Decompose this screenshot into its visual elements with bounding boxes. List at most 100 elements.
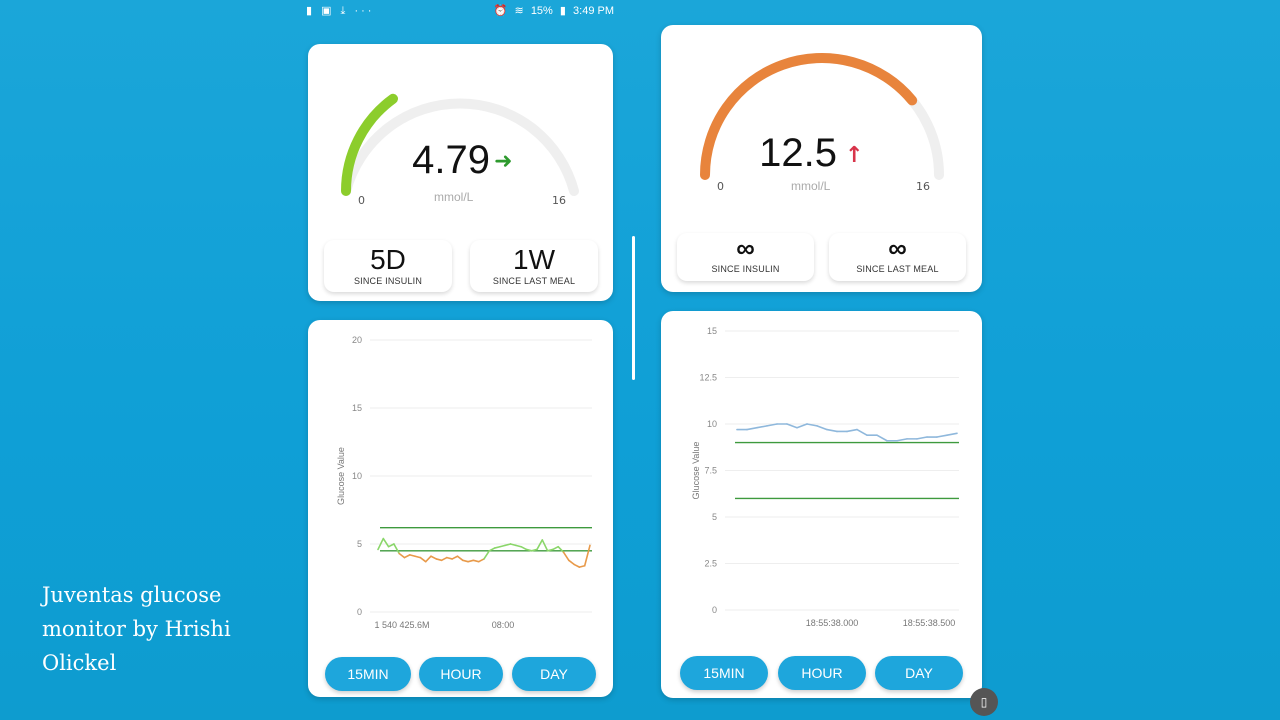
left-chart-series-segment — [488, 547, 496, 552]
right-chart-series-segment — [936, 434, 948, 438]
right-chart-series-segment — [896, 438, 908, 442]
left-chart-series-segment — [515, 544, 522, 548]
left-gauge-fill — [341, 93, 398, 196]
left-gauge-max: 16 — [552, 194, 566, 207]
left-chart-series-segment — [483, 550, 491, 560]
left-stat-meal-label: SINCE LAST MEAL — [492, 276, 576, 286]
left-chart-series-segment — [578, 564, 586, 568]
right-chart-ytick: 2.5 — [704, 559, 717, 569]
left-chart-ytick: 0 — [357, 607, 362, 617]
left-chart-series-segment — [530, 548, 538, 552]
clock: 3:49 PM — [573, 5, 614, 17]
left-chart-series-segment — [430, 555, 438, 560]
right-gauge-fill — [700, 53, 918, 180]
left-chart-series-segment — [541, 539, 549, 552]
left-stat-since-insulin: 5D SINCE INSULIN — [324, 240, 452, 292]
right-chart-ytick: 10 — [707, 419, 717, 429]
left-chart-series-segment — [435, 558, 443, 562]
left-chart-series-segment — [419, 556, 427, 563]
right-chart-series-segment — [916, 436, 928, 440]
left-gauge-card: 4.79 ➜ mmol/L 0 16 5D SINCE INSULIN 1W S… — [308, 44, 613, 301]
right-chart-xtick: 18:55:38.000 — [806, 618, 859, 628]
right-chart-series-segment — [826, 428, 838, 433]
left-stat-meal-value: 1W — [513, 244, 555, 275]
status-bar: ▮ ▣ ⤓ ··· ⏰ ≋ 15% ▮ 3:49 PM — [292, 0, 622, 22]
right-chart-series-segment — [806, 423, 818, 427]
left-chart-series-segment — [499, 544, 506, 548]
left-chart-series-segment — [562, 551, 570, 562]
left-chart-series-segment — [546, 548, 554, 552]
left-trend-right-arrow-icon: ➜ — [494, 149, 513, 174]
right-trend-up-arrow-icon: ↑ — [845, 143, 864, 168]
left-chart-series-segment — [504, 543, 512, 547]
left-chart-series-segment — [451, 555, 459, 560]
left-gauge-value: 4.79 — [412, 138, 490, 182]
right-chart-series-segment — [746, 426, 758, 431]
left-chart-series-segment — [552, 545, 559, 551]
right-gauge-max: 16 — [916, 180, 930, 193]
left-chart-series-segment — [424, 555, 432, 563]
right-gauge-value: 12.5 — [759, 131, 837, 175]
right-hour-button[interactable]: HOUR — [778, 656, 866, 690]
left-chart-xtick: 08:00 — [492, 620, 515, 630]
left-chart-series-segment — [525, 548, 533, 552]
right-chart-card: 0 2.5 5 7.5 10 12.5 15 Glucose Value 18:55:38.00… — [661, 311, 982, 698]
phone-icon[interactable]: ▯ — [970, 688, 998, 716]
right-chart-series-segment — [946, 432, 958, 436]
right-gauge-card: 12.5 ↑ mmol/L 0 16 ∞ SINCE INSULIN ∞ SIN… — [661, 25, 982, 292]
right-15min-button[interactable]: 15MIN — [680, 656, 768, 690]
right-chart-ytick: 15 — [707, 326, 717, 336]
left-chart-series-segment — [393, 543, 400, 555]
left-glucose-chart: 0 5 10 15 20 Glucose Value 1 540 425.6M 08:00 — [336, 335, 592, 630]
left-chart-series-segment — [377, 537, 385, 551]
right-chart-series-segment — [816, 425, 828, 431]
left-chart-series-segment — [440, 556, 448, 562]
left-chart-series-segment — [536, 539, 544, 551]
right-chart-series-segment — [786, 423, 798, 429]
wifi-icon: ≋ — [514, 5, 524, 17]
right-day-button[interactable]: DAY — [875, 656, 963, 690]
left-chart-series-segment — [477, 558, 485, 563]
right-chart-ytick: 7.5 — [704, 466, 717, 476]
split-divider-handle[interactable] — [632, 236, 635, 380]
right-stat-since-insulin: ∞ SINCE INSULIN — [677, 233, 814, 281]
left-chart-series-segment — [403, 554, 411, 559]
left-chart-xtick: 1 540 425.6M — [374, 620, 429, 630]
left-chart-series-segment — [520, 545, 528, 551]
right-chart-series-segment — [856, 428, 868, 436]
left-chart-ytick: 5 — [357, 539, 362, 549]
left-day-button[interactable]: DAY — [512, 657, 596, 691]
left-chart-series-segment — [446, 556, 453, 560]
right-chart-ylabel: Glucose Value — [691, 442, 701, 500]
right-gauge-min: 0 — [717, 180, 724, 193]
left-chart-series-segment — [387, 543, 395, 548]
left-gauge — [341, 93, 579, 196]
left-chart-series-segment — [472, 559, 480, 563]
left-hour-button[interactable]: HOUR — [419, 657, 503, 691]
right-chart-series-segment — [766, 423, 778, 427]
left-15min-button[interactable]: 15MIN — [325, 657, 411, 691]
left-chart-ytick: 20 — [352, 335, 362, 345]
right-gauge-unit: mmol/L — [791, 179, 831, 193]
left-chart-series-segment — [462, 559, 469, 563]
right-glucose-chart: 0 2.5 5 7.5 10 12.5 15 Glucose Value 18:55:38.00… — [691, 326, 959, 628]
left-gauge-track — [341, 98, 579, 196]
battery-level: 15% — [530, 5, 553, 17]
left-chart-series-segment — [414, 555, 422, 559]
left-chart-series-segment — [456, 555, 464, 562]
left-chart-card: 0 5 10 15 20 Glucose Value 1 540 425.6M 08:00 1… — [308, 320, 613, 697]
left-stat-insulin-value: 5D — [370, 244, 406, 275]
right-stat-meal-label: SINCE LAST MEAL — [856, 264, 939, 274]
left-chart-series-segment — [573, 563, 581, 568]
right-stat-since-meal: ∞ SINCE LAST MEAL — [829, 233, 966, 281]
left-chart-ytick: 10 — [352, 471, 362, 481]
left-gauge-unit: mmol/L — [434, 190, 474, 204]
left-chart-series-segment — [398, 552, 406, 559]
status-right: ⏰ ≋ 15% ▮ 3:49 PM — [490, 4, 614, 17]
left-chart-series-segment — [382, 537, 390, 548]
right-stat-meal-value: ∞ — [888, 233, 907, 263]
left-gauge-min: 0 — [358, 194, 365, 207]
battery-icon: ▮ — [559, 5, 566, 17]
left-chart-series-segment — [557, 545, 565, 553]
right-gauge — [700, 53, 944, 180]
